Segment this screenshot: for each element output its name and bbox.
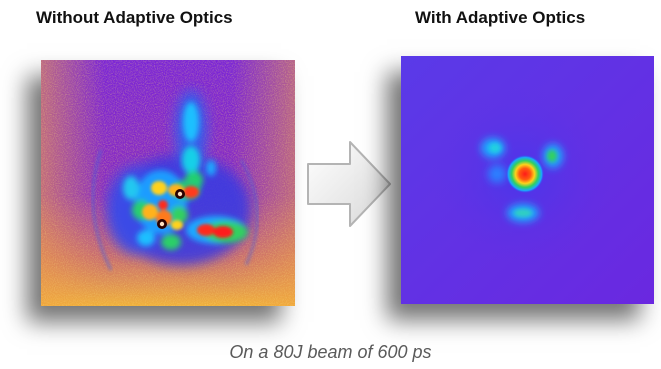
beam-caption: On a 80J beam of 600 ps <box>229 342 432 362</box>
without-ao-title: Without Adaptive Optics <box>36 8 233 27</box>
with-ao-title: With Adaptive Optics <box>415 8 586 27</box>
corrected-beam-image <box>401 56 654 304</box>
right-arrow-icon <box>306 140 392 228</box>
aberrated-beam-image <box>41 60 295 306</box>
